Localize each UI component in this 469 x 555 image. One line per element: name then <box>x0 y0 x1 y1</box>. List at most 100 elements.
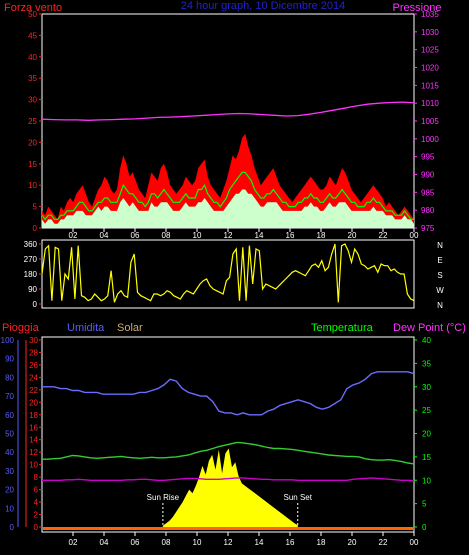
temp-y-tick-label: 0 <box>422 523 427 532</box>
humidity-y-tick-label: 0 <box>10 523 15 532</box>
temp-y-tick-label: 25 <box>422 406 431 415</box>
wind-x-tick-label: 04 <box>100 231 109 240</box>
chart-title: 24 hour graph, 10 Dicembre 2014 <box>181 0 346 12</box>
rain-y-tick-label: 26 <box>29 361 38 370</box>
weather-x-tick-label: 08 <box>162 538 171 547</box>
rain-y-tick-label: 16 <box>29 423 38 432</box>
rain-y-tick-label: 0 <box>34 523 39 532</box>
weather-x-tick-label: 10 <box>193 538 202 547</box>
weather-x-tick-label: 16 <box>286 538 295 547</box>
wind-y-tick-label: 40 <box>28 53 37 62</box>
humidity-y-tick-label: 50 <box>5 430 14 439</box>
wind-speed-area <box>42 189 414 228</box>
direction-y-tick-label: 0 <box>33 300 38 309</box>
weather-x-tick-label: 00 <box>410 538 419 547</box>
rain-y-tick-label: 8 <box>34 473 39 482</box>
rain-label: Pioggia <box>2 322 40 334</box>
humidity-label: Umidita <box>67 322 105 334</box>
rain-y-tick-label: 14 <box>29 436 38 445</box>
rain-y-tick-label: 12 <box>29 448 38 457</box>
wind-x-tick-label: 00 <box>410 231 419 240</box>
wind-y-tick-label: 35 <box>28 74 37 83</box>
dew-point-label: Dew Point (°C) <box>393 322 466 334</box>
rain-y-tick-label: 24 <box>29 373 38 382</box>
wind-y-tick-label: 15 <box>28 160 37 169</box>
wind-x-tick-label: 14 <box>255 231 264 240</box>
wind-x-tick-label: 12 <box>224 231 233 240</box>
humidity-y-tick-label: 80 <box>5 373 14 382</box>
weather-x-tick-label: 22 <box>379 538 388 547</box>
humidity-y-tick-label: 60 <box>5 411 14 420</box>
rain-y-tick-label: 6 <box>34 486 39 495</box>
wind-y-tick-label: 25 <box>28 117 37 126</box>
weather-x-tick-label: 20 <box>348 538 357 547</box>
pressure-y-tick-label: 985 <box>421 188 435 197</box>
sunrise-label: Sun Rise <box>147 493 180 502</box>
humidity-y-tick-label: 40 <box>5 448 14 457</box>
weather-x-tick-label: 14 <box>255 538 264 547</box>
wind-y-tick-label: 20 <box>28 138 37 147</box>
rain-y-tick-label: 2 <box>34 511 39 520</box>
temperature-line <box>42 441 415 465</box>
compass-label: N <box>437 241 443 250</box>
temp-y-tick-label: 20 <box>422 430 431 439</box>
weather-plot: Sun Rise Sun Set <box>42 371 415 530</box>
wind-x-tick-label: 20 <box>348 231 357 240</box>
direction-y-tick-label: 270 <box>24 255 38 264</box>
direction-y-tick-label: 360 <box>24 240 38 249</box>
wind-x-tick-label: 02 <box>69 231 78 240</box>
wind-y-tick-label: 30 <box>28 96 37 105</box>
wind-axis-title: Forza vento <box>4 2 62 14</box>
direction-y-tick-label: 180 <box>24 270 38 279</box>
wind-y-tick-label: 5 <box>33 203 38 212</box>
solar-area <box>162 448 298 527</box>
wind-x-tick-label: 18 <box>317 231 326 240</box>
wind-x-tick-label: 06 <box>131 231 140 240</box>
pressure-axis-title: Pressione <box>393 2 442 14</box>
wind-x-tick-label: 22 <box>379 231 388 240</box>
temp-y-tick-label: 35 <box>422 359 431 368</box>
pressure-y-tick-label: 975 <box>421 224 435 233</box>
solar-label: Solar <box>117 322 143 334</box>
humidity-y-tick-label: 20 <box>5 486 14 495</box>
dew-point-line <box>42 477 415 482</box>
temperature-label: Temperatura <box>311 322 374 334</box>
compass-label: S <box>437 271 442 280</box>
pressure-y-tick-label: 980 <box>421 206 435 215</box>
wind-x-tick-label: 10 <box>193 231 202 240</box>
rain-y-tick-label: 4 <box>34 498 39 507</box>
temp-y-tick-label: 15 <box>422 453 431 462</box>
rain-baseline <box>43 527 413 530</box>
pressure-y-tick-label: 1010 <box>421 99 439 108</box>
weather-x-tick-label: 18 <box>317 538 326 547</box>
wind-x-tick-label: 08 <box>162 231 171 240</box>
pressure-y-tick-label: 1020 <box>421 64 439 73</box>
pressure-y-tick-label: 990 <box>421 171 435 180</box>
rain-y-tick-label: 18 <box>29 411 38 420</box>
humidity-y-tick-label: 10 <box>5 504 14 513</box>
rain-y-tick-label: 20 <box>29 398 38 407</box>
weather-x-tick-label: 06 <box>131 538 140 547</box>
sunset-label: Sun Set <box>284 493 313 502</box>
rain-y-tick-label: 28 <box>29 348 38 357</box>
temp-y-tick-label: 5 <box>422 500 427 509</box>
pressure-line <box>41 101 415 121</box>
wind-y-tick-label: 50 <box>28 10 37 19</box>
humidity-y-tick-label: 90 <box>5 355 14 364</box>
pressure-y-tick-label: 995 <box>421 153 435 162</box>
temp-y-tick-label: 10 <box>422 476 431 485</box>
pressure-y-tick-label: 1035 <box>421 10 439 19</box>
wind-y-tick-label: 0 <box>33 224 38 233</box>
axis-labels: 0510152025303540455097598098599099510001… <box>1 10 445 547</box>
humidity-y-tick-label: 30 <box>5 467 14 476</box>
wind-y-tick-label: 45 <box>28 31 37 40</box>
pressure-y-tick-label: 1015 <box>421 81 439 90</box>
temp-y-tick-label: 40 <box>422 336 431 345</box>
pressure-y-tick-label: 1005 <box>421 117 439 126</box>
rain-y-tick-label: 30 <box>29 336 38 345</box>
weather-x-tick-label: 02 <box>69 538 78 547</box>
compass-label: N <box>437 301 443 310</box>
compass-label: E <box>437 256 442 265</box>
pressure-y-tick-label: 1025 <box>421 46 439 55</box>
